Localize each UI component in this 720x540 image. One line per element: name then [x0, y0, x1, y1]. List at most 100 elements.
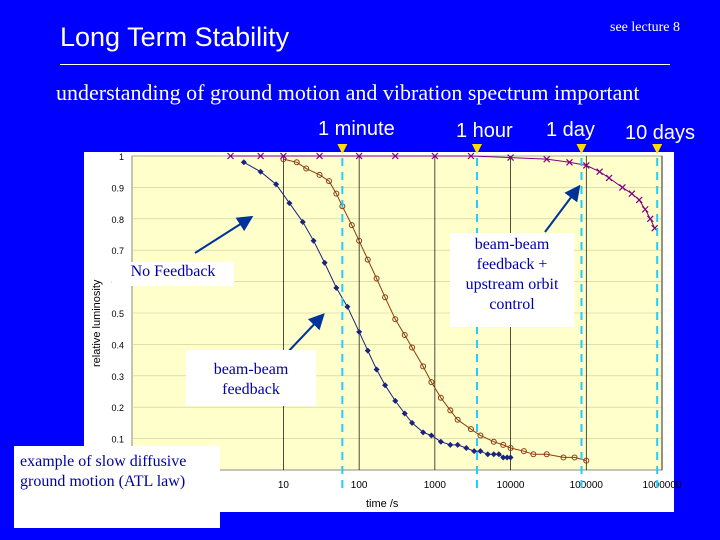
x-tick-label: 100 — [351, 480, 368, 491]
marker-label-1-hour: 1 hour — [456, 120, 513, 142]
data-point — [303, 165, 310, 172]
beam-beam-arrow — [284, 313, 325, 356]
data-point — [286, 200, 293, 207]
series-2 — [227, 152, 659, 232]
upstream-arrow — [544, 184, 581, 233]
data-point — [401, 331, 408, 338]
no-feedback-arrow — [194, 215, 254, 254]
x-tick-label: 100000 — [570, 480, 604, 491]
data-point — [401, 410, 408, 417]
time-marker-arrow — [652, 144, 663, 154]
lecture-reference: see lecture 8 — [610, 20, 680, 35]
data-point — [596, 168, 604, 176]
x-axis-label: time /s — [366, 498, 399, 510]
data-point — [507, 154, 514, 161]
data-point — [257, 168, 264, 175]
data-point — [355, 152, 363, 160]
data-point — [310, 237, 317, 244]
data-point — [373, 275, 380, 282]
data-point — [437, 394, 444, 401]
data-point — [373, 366, 380, 373]
x-tick-label: 10000 — [497, 480, 525, 491]
data-point — [316, 152, 323, 160]
callout-atl-law: example of slow diffusive ground motion … — [14, 446, 220, 528]
data-point — [447, 441, 454, 448]
data-point — [477, 448, 484, 455]
y-tick-label: 0.7 — [111, 246, 124, 256]
data-point — [566, 158, 573, 166]
y-tick-label: 0.3 — [111, 372, 124, 382]
data-point — [382, 294, 389, 301]
x-axis-ticks: 10 100 1000 10000 100000 1000000 — [278, 480, 682, 491]
data-point — [391, 152, 399, 160]
callout-beam-beam: beam-beam feedback — [186, 350, 316, 406]
data-point — [333, 190, 340, 197]
slide-title: Long Term Stability — [60, 22, 290, 52]
data-point — [641, 205, 649, 213]
time-marker-arrow — [337, 144, 348, 154]
data-point — [382, 382, 389, 389]
data-point — [635, 196, 643, 204]
data-point — [356, 328, 363, 335]
x-tick-label: 1000 — [424, 480, 447, 491]
data-point — [454, 416, 461, 423]
y-tick-label: 0.9 — [111, 183, 124, 193]
time-marker-lines — [337, 144, 663, 492]
data-point — [507, 445, 514, 452]
data-point — [490, 438, 497, 445]
data-point — [428, 432, 435, 439]
data-point — [447, 407, 454, 414]
data-point — [299, 218, 306, 225]
data-point — [392, 397, 399, 404]
data-point — [467, 152, 475, 160]
data-point — [490, 451, 497, 458]
data-point — [257, 152, 265, 160]
data-point — [348, 222, 355, 229]
data-point — [227, 152, 234, 160]
marker-label-10-days: 10 days — [625, 122, 696, 144]
y-tick-label: 1 — [119, 152, 124, 162]
data-point — [471, 448, 478, 455]
data-point — [543, 451, 550, 458]
data-point — [500, 441, 507, 448]
data-point — [326, 178, 333, 185]
data-point — [364, 347, 371, 354]
data-point — [280, 152, 287, 160]
data-point — [431, 152, 439, 160]
title-divider — [60, 64, 670, 65]
series-0 — [240, 159, 514, 461]
data-point — [409, 344, 416, 351]
callout-no-feedback: No Feedback — [112, 262, 234, 286]
data-point — [504, 454, 511, 461]
data-point — [646, 215, 654, 223]
data-point — [500, 454, 507, 461]
data-point — [495, 451, 502, 458]
data-point — [454, 441, 461, 448]
marker-label-1-minute: 1 minute — [318, 118, 395, 140]
data-point — [628, 190, 636, 198]
data-point — [530, 451, 537, 458]
data-point — [273, 181, 280, 188]
time-marker-arrow — [576, 144, 587, 154]
data-point — [560, 454, 567, 461]
data-point — [467, 426, 474, 433]
slide-subtitle: understanding of ground motion and vibra… — [56, 80, 640, 105]
chart-series — [227, 152, 659, 464]
y-tick-label: 0.8 — [111, 215, 124, 225]
data-point — [293, 159, 300, 166]
data-point — [333, 284, 340, 291]
data-point — [477, 432, 484, 439]
data-point — [583, 457, 590, 464]
data-point — [344, 303, 351, 310]
data-point — [520, 448, 527, 455]
data-point — [316, 171, 323, 178]
data-point — [321, 259, 328, 266]
data-point — [571, 454, 578, 461]
data-point — [463, 445, 470, 452]
data-point — [364, 256, 371, 263]
x-tick-label: 1000000 — [643, 480, 682, 491]
callout-beam-beam-upstream: beam-beam feedback + upstream orbit cont… — [450, 233, 574, 327]
data-point — [543, 155, 551, 163]
data-point — [428, 379, 435, 386]
y-tick-label: 0.5 — [111, 309, 124, 319]
